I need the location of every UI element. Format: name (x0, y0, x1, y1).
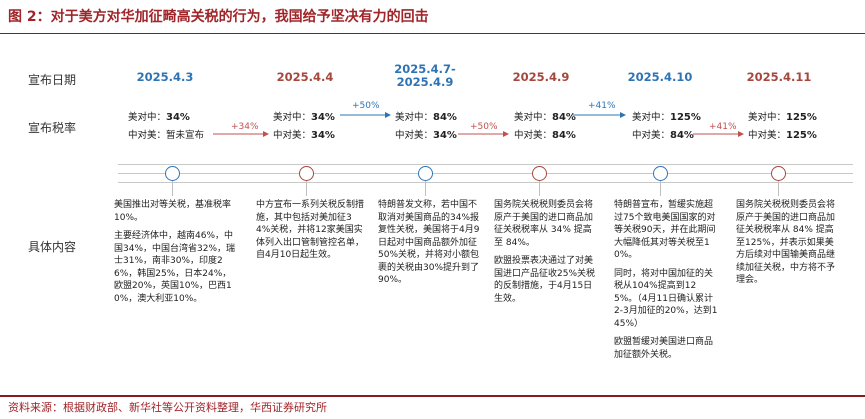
event-date: 2025.4.7- 2025.4.9 (394, 62, 456, 89)
rate-label: 中对美： (395, 130, 434, 141)
rate-label: 美对中： (395, 112, 434, 123)
content-paragraph: 主要经济体中，越南46%，中国34%，中国台湾省32%，瑞士31%，南非30%，… (114, 231, 236, 304)
increment-label: +34% (231, 122, 259, 132)
rate-value: 84% (433, 112, 457, 123)
event-date: 2025.4.9 (512, 70, 570, 84)
rate-label: 美对中： (748, 112, 787, 123)
rate-label: 中对美： (514, 130, 553, 141)
figure-title: 图 2：对于美方对华加征畸高关税的行为，我国给予坚决有力的回击 (8, 9, 429, 25)
timeline-node (653, 166, 668, 181)
row-label-date: 宣布日期 (28, 73, 77, 87)
connector (660, 180, 661, 196)
rate-value: 34% (166, 112, 190, 123)
connector (306, 180, 307, 196)
timeline-line-upper (118, 164, 853, 165)
rate-block: 美对中：125% 中对美：84% (632, 109, 701, 145)
rate-value: 34% (433, 130, 457, 141)
rate-label: 中对美： (632, 130, 671, 141)
content-paragraph: 美国推出对等关税，基准税率10%。 (114, 200, 232, 223)
timeline-node (771, 166, 786, 181)
event-content: 中方宣布一系列关税反制措施，其中包括对美加征34%关税，并将12家美国实体列入出… (256, 199, 364, 268)
content-paragraph: 特朗普发文称，若中国不取消对美国商品的34%报复性关税，美国将于4月9日起对中国… (378, 200, 480, 285)
connector (778, 180, 779, 196)
rate-block: 美对中：34% 中对美：暂未宣布 (128, 109, 204, 145)
connector (425, 180, 426, 196)
content-paragraph: 中方宣布一系列关税反制措施，其中包括对美加征34%关税，并将12家美国实体列入出… (256, 200, 365, 260)
timeline-node (532, 166, 547, 181)
event-content: 特朗普发文称，若中国不取消对美国商品的34%报复性关税，美国将于4月9日起对中国… (378, 199, 482, 293)
title-bar: 图 2：对于美方对华加征畸高关税的行为，我国给予坚决有力的回击 (0, 0, 865, 34)
timeline-node (299, 166, 314, 181)
content-paragraph: 国务院关税税则委员会将原产于美国的进口商品加征关税税率从 34% 提高至 84%… (494, 200, 594, 248)
event-date: 2025.4.10 (627, 70, 693, 84)
event-date: 2025.4.4 (276, 70, 334, 84)
content-paragraph: 特朗普宣布，暂缓实施超过75个致电美国国家的对等关税90天，并在此期间大幅降低其… (614, 200, 716, 260)
timeline-node (418, 166, 433, 181)
event-date: 2025.4.11 (746, 70, 812, 84)
rate-label: 美对中： (514, 112, 553, 123)
increment-label: +50% (352, 101, 380, 111)
event-date: 2025.4.3 (136, 70, 194, 84)
rate-value: 125% (786, 112, 817, 123)
timeline-line-lower (118, 182, 853, 183)
rate-label: 中对美： (748, 130, 787, 141)
rate-label: 美对中： (632, 112, 671, 123)
rate-value: 暂未宣布 (166, 130, 205, 141)
rate-value: 84% (552, 130, 576, 141)
content-paragraph: 欧盟投票表决通过了对美国进口产品征收25%关税的反制措施，于4月15日生效。 (494, 256, 596, 304)
rate-value: 125% (786, 130, 817, 141)
rate-value: 125% (670, 112, 701, 123)
rate-block: 美对中：84% 中对美：84% (514, 109, 576, 145)
footer-divider (0, 395, 865, 397)
rate-label: 美对中： (273, 112, 312, 123)
connector (172, 180, 173, 196)
timeline-line-main (118, 173, 853, 174)
source-note: 资料来源：根据财政部、新华社等公开资料整理，华西证券研究所 (8, 401, 327, 414)
rate-value: 34% (311, 130, 335, 141)
event-content: 国务院关税税则委员会将原产于美国的进口商品加征关税税率从 84% 提高至125%… (736, 199, 842, 293)
row-label-rate: 宣布税率 (28, 121, 77, 135)
connector (539, 180, 540, 196)
rate-block: 美对中：84% 中对美：34% (395, 109, 457, 145)
rate-block: 美对中：34% 中对美：34% (273, 109, 335, 145)
rate-label: 美对中： (128, 112, 167, 123)
increment-label: +41% (709, 122, 737, 132)
content-paragraph: 国务院关税税则委员会将原产于美国的进口商品加征关税税率从 84% 提高至125%… (736, 200, 836, 285)
rate-label: 中对美： (273, 130, 312, 141)
rate-value: 84% (552, 112, 576, 123)
timeline-node (165, 166, 180, 181)
rate-value: 34% (311, 112, 335, 123)
event-content: 美国推出对等关税，基准税率10%。 主要经济体中，越南46%，中国34%，中国台… (114, 199, 236, 311)
event-content: 国务院关税税则委员会将原产于美国的进口商品加征关税税率从 34% 提高至 84%… (494, 199, 598, 311)
event-content: 特朗普宣布，暂缓实施超过75个致电美国国家的对等关税90天，并在此期间大幅降低其… (614, 199, 718, 367)
rate-block: 美对中：125% 中对美：125% (748, 109, 817, 145)
rate-value: 84% (670, 130, 694, 141)
row-label-content: 具体内容 (28, 240, 77, 254)
content-paragraph: 欧盟暂缓对美国进口商品加征额外关税。 (614, 337, 714, 360)
increment-label: +41% (588, 101, 616, 111)
rate-label: 中对美： (128, 130, 167, 141)
increment-label: +50% (470, 122, 498, 132)
content-paragraph: 同时，将对中国加征的关税从104%提高到125%。（4月11日确认累计2-3月加… (614, 268, 718, 329)
